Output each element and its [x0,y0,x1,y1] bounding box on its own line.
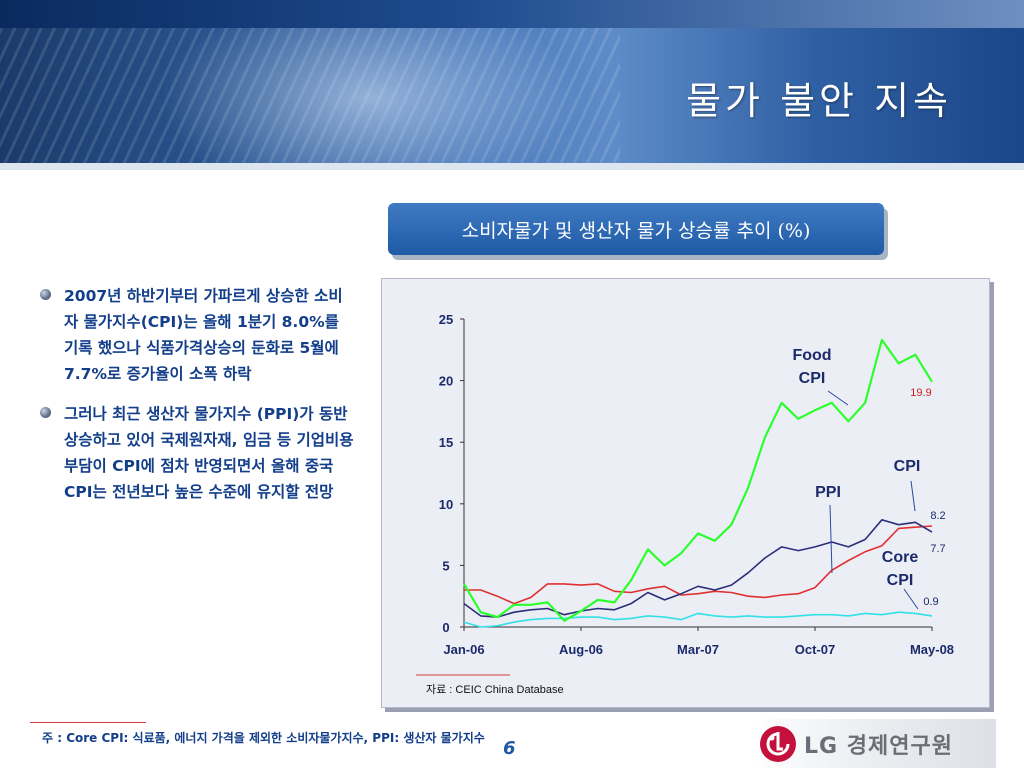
ppi-end-value: 8.2 [930,510,945,522]
bullet-icon [40,289,51,300]
bullet-item: 2007년 하반기부터 가파르게 상승한 소비자 물가지수(CPI)는 올해 1… [40,283,355,387]
bullet-list: 2007년 하반기부터 가파르게 상승한 소비자 물가지수(CPI)는 올해 1… [40,283,355,519]
food-cpi-label: Food [792,347,831,364]
header-banner: 물가 불안 지속 [0,28,1024,163]
x-tick-label: May-08 [910,642,954,657]
top-bar [0,0,1024,28]
x-tick-label: Aug-06 [559,642,603,657]
line-chart: 0 5 10 15 20 25 Jan-06 Aug-06 Mar-07 Oct-07 May-08… [416,312,954,696]
food-cpi-series-line [463,338,933,622]
cpi-end-value: 7.7 [930,543,945,555]
bullet-text: 그러나 최근 생산자 물가지수 (PPI)가 동반상승하고 있어 국제원자재, … [64,405,354,501]
food-cpi-end-value: 19.9 [910,387,931,399]
bullet-item: 그러나 최근 생산자 물가지수 (PPI)가 동반상승하고 있어 국제원자재, … [40,401,355,505]
core-cpi-end-value: 0.9 [923,596,938,608]
ppi-pointer [829,504,833,574]
core-cpi-label: CPI [887,572,914,589]
ppi-series-line [464,525,933,605]
food-cpi-label: CPI [799,370,826,387]
chart-source: 자료 : CEIC China Database [426,683,564,696]
ppi-label: PPI [815,484,841,501]
x-tick-label: Oct-07 [795,642,835,657]
core-cpi-label: Core [882,549,919,566]
footnote-divider [30,722,146,723]
page-number: 6 [503,738,516,759]
bullet-text: 2007년 하반기부터 가파르게 상승한 소비자 물가지수(CPI)는 올해 1… [64,287,343,383]
banner-glow [160,28,580,163]
slide-title: 물가 불안 지속 [686,79,952,123]
cpi-pointer [910,480,916,512]
chart-panel: 0 5 10 15 20 25 Jan-06 Aug-06 Mar-07 Oct-07 May-08… [381,278,990,708]
cpi-label: CPI [894,458,921,475]
x-tick-label: Mar-07 [677,642,719,657]
y-tick-label: 15 [439,435,453,450]
x-tick-label: Jan-06 [443,642,484,657]
y-tick-label: 10 [439,497,453,512]
company-logo: LG 경제연구원 [750,719,996,768]
y-tick-label: 25 [439,312,453,327]
logo-text: LG 경제연구원 [804,733,953,759]
y-tick-label: 5 [442,558,449,573]
lg-logo-icon [760,725,796,762]
bullet-icon [40,407,51,418]
y-tick-label: 20 [439,374,453,389]
y-tick-label: 0 [442,620,449,635]
food-cpi-pointer [827,390,849,406]
chart-heading-box: 소비자물가 및 생산자 물가 상승률 추이 (%) [388,203,884,255]
banner-divider [0,163,1024,170]
core-cpi-pointer [903,588,919,610]
footnote: 주 : Core CPI: 식료품, 에너지 가격을 제외한 소비자물가지수, … [42,731,485,745]
core-cpi-series-line [463,611,933,628]
cpi-series-line [463,519,933,618]
